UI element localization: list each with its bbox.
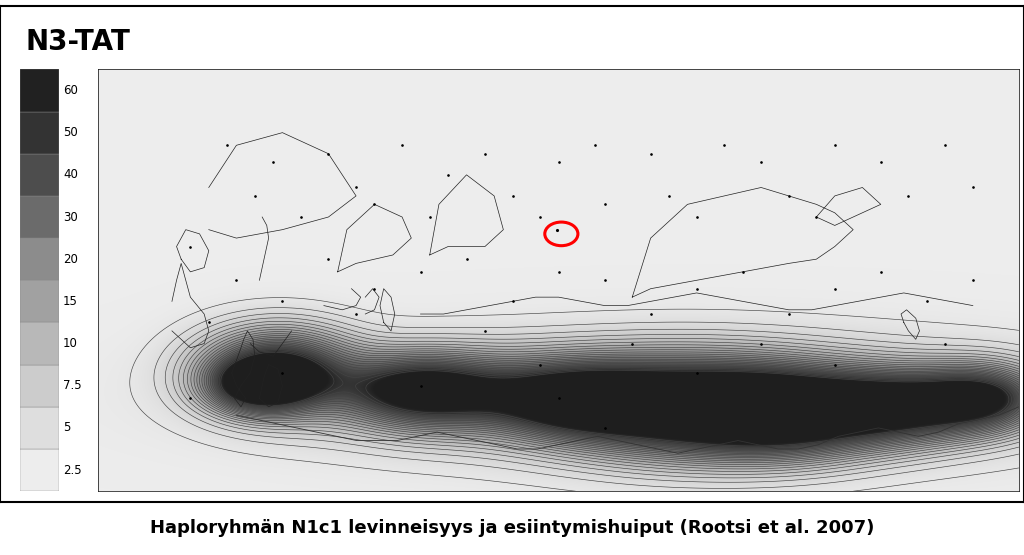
Text: 2.5: 2.5 [63, 463, 82, 477]
Bar [20, 280, 59, 322]
Bar [20, 69, 59, 112]
Text: Haploryhmän N1c1 levinneisyys ja esiintymishuiput (Rootsi et al. 2007): Haploryhmän N1c1 levinneisyys ja esiinty… [150, 519, 874, 537]
Text: 30: 30 [63, 210, 78, 224]
Bar [20, 322, 59, 365]
Text: 60: 60 [63, 84, 78, 97]
Text: 20: 20 [63, 253, 78, 266]
Bar [20, 238, 59, 280]
Bar [20, 449, 59, 491]
Text: N3-TAT: N3-TAT [26, 28, 130, 56]
Bar [20, 154, 59, 196]
Text: 40: 40 [63, 168, 78, 181]
Text: 7.5: 7.5 [63, 379, 82, 392]
Bar [20, 112, 59, 154]
Text: 15: 15 [63, 295, 78, 308]
Bar [20, 365, 59, 407]
Text: 5: 5 [63, 421, 71, 435]
Bar [20, 196, 59, 238]
Text: 50: 50 [63, 126, 78, 139]
Bar [20, 407, 59, 449]
Text: 10: 10 [63, 337, 78, 350]
